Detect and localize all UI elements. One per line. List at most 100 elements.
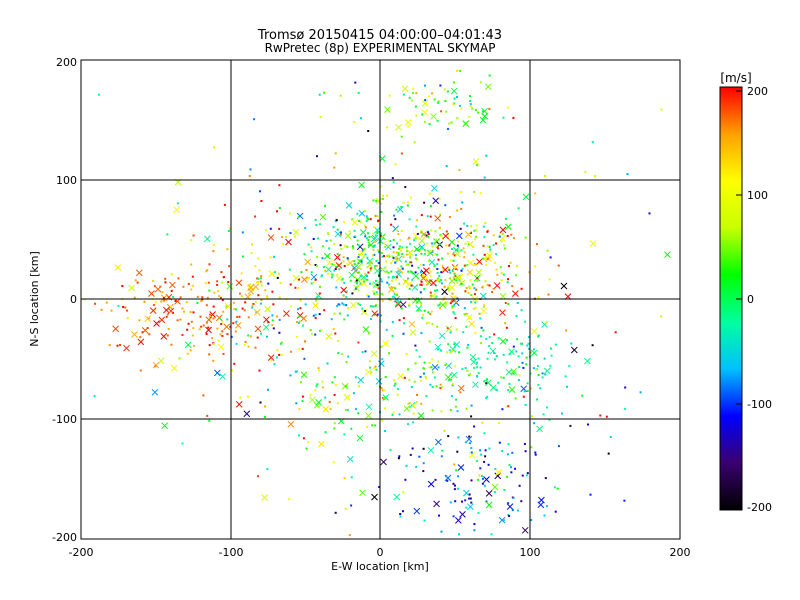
scatter-dot-mark <box>427 252 430 255</box>
scatter-dot-mark <box>453 488 456 491</box>
scatter-dot-mark <box>358 220 361 223</box>
scatter-dot-mark <box>206 296 209 299</box>
scatter-dot-mark <box>476 460 479 462</box>
scatter-dot-mark <box>190 239 193 242</box>
scatter-dot-mark <box>549 256 552 259</box>
scatter-dot-mark <box>465 325 468 328</box>
scatter-dot-mark <box>182 285 185 288</box>
scatter-dot-mark <box>241 255 244 258</box>
scatter-dot-mark <box>454 317 457 319</box>
scatter-dot-mark <box>226 248 229 251</box>
scatter-dot-mark <box>339 94 342 97</box>
scatter-dot-mark <box>350 504 353 507</box>
scatter-cross-mark <box>380 458 387 466</box>
scatter-dot-mark <box>333 393 336 396</box>
scatter-cross-mark <box>292 228 300 236</box>
scatter-cross-mark <box>427 446 435 454</box>
scatter-dot-mark <box>553 486 556 489</box>
scatter-dot-mark <box>482 225 485 228</box>
scatter-dot-mark <box>437 258 440 261</box>
scatter-dot-mark <box>512 345 515 348</box>
scatter-dot-mark <box>546 249 549 252</box>
scatter-dot-mark <box>308 276 310 279</box>
scatter-dot-mark <box>473 523 476 526</box>
scatter-dot-mark <box>369 269 372 272</box>
scatter-dot-mark <box>398 282 401 285</box>
scatter-dot-mark <box>361 250 364 252</box>
scatter-dot-mark <box>393 276 396 279</box>
scatter-dot-mark <box>561 412 563 415</box>
scatter-dot-mark <box>427 282 430 285</box>
scatter-dot-mark <box>367 271 370 274</box>
scatter-dot-mark <box>393 384 396 387</box>
scatter-cross-mark <box>350 301 357 309</box>
scatter-cross-mark <box>323 252 331 260</box>
scatter-dot-mark <box>435 295 438 298</box>
scatter-dot-mark <box>346 262 349 265</box>
scatter-dot-mark <box>234 330 237 333</box>
scatter-dot-mark <box>461 368 464 370</box>
scatter-dot-mark <box>383 430 386 432</box>
scatter-dot-mark <box>274 271 277 274</box>
scatter-cross-mark <box>377 360 385 368</box>
scatter-cross-mark <box>315 399 323 406</box>
scatter-dot-mark <box>247 345 250 348</box>
scatter-dot-mark <box>452 259 455 262</box>
scatter-dot-mark <box>444 364 447 367</box>
scatter-dot-mark <box>415 349 418 352</box>
scatter-dot-mark <box>372 367 375 370</box>
scatter-cross-mark <box>226 283 234 290</box>
scatter-dot-mark <box>352 246 354 249</box>
scatter-dot-mark <box>487 351 490 354</box>
scatter-dot-mark <box>400 230 403 233</box>
scatter-dot-mark <box>447 287 450 290</box>
scatter-cross-mark <box>160 333 168 340</box>
scatter-dot-mark <box>514 467 516 470</box>
scatter-dot-mark <box>554 510 557 513</box>
scatter-dot-mark <box>190 288 193 291</box>
scatter-dot-mark <box>437 366 440 369</box>
scatter-dot-mark <box>319 223 321 226</box>
scatter-dot-mark <box>329 408 332 411</box>
scatter-dot-mark <box>314 389 317 392</box>
scatter-dot-mark <box>521 474 524 477</box>
scatter-dot-mark <box>235 342 238 345</box>
scatter-dot-mark <box>342 256 345 259</box>
scatter-dot-mark <box>271 319 274 322</box>
scatter-dot-mark <box>336 228 339 231</box>
scatter-dot-mark <box>334 332 337 335</box>
scatter-dot-mark <box>270 359 273 362</box>
scatter-dot-mark <box>425 280 428 283</box>
scatter-dot-mark <box>423 309 426 312</box>
scatter-dot-mark <box>475 108 477 111</box>
scatter-dot-mark <box>479 366 482 369</box>
scatter-dot-mark <box>451 270 454 273</box>
scatter-dot-mark <box>341 302 344 305</box>
scatter-dot-mark <box>369 305 372 307</box>
scatter-dot-mark <box>344 408 347 411</box>
scatter-dot-mark <box>439 383 442 386</box>
scatter-dot-mark <box>374 214 377 217</box>
scatter-dot-mark <box>458 351 461 354</box>
scatter-dot-mark <box>431 92 434 95</box>
scatter-dot-mark <box>232 322 235 325</box>
scatter-dot-mark <box>548 278 551 281</box>
scatter-dot-mark <box>212 250 215 253</box>
scatter-dot-mark <box>302 437 305 440</box>
scatter-dot-mark <box>324 396 327 399</box>
scatter-dot-mark <box>508 464 511 466</box>
scatter-dot-mark <box>405 246 408 249</box>
scatter-dot-mark <box>464 441 467 444</box>
scatter-cross-mark <box>137 338 145 346</box>
scatter-dot-mark <box>278 184 281 187</box>
scatter-dot-mark <box>269 227 272 230</box>
scatter-dot-mark <box>320 275 323 278</box>
scatter-dot-mark <box>492 244 495 247</box>
scatter-dot-mark <box>470 415 473 418</box>
scatter-dot-mark <box>448 244 451 247</box>
colorbar-tick-label: -100 <box>747 398 772 411</box>
scatter-cross-mark <box>467 259 474 267</box>
scatter-dot-mark <box>410 284 413 287</box>
scatter-dot-mark <box>366 256 369 259</box>
